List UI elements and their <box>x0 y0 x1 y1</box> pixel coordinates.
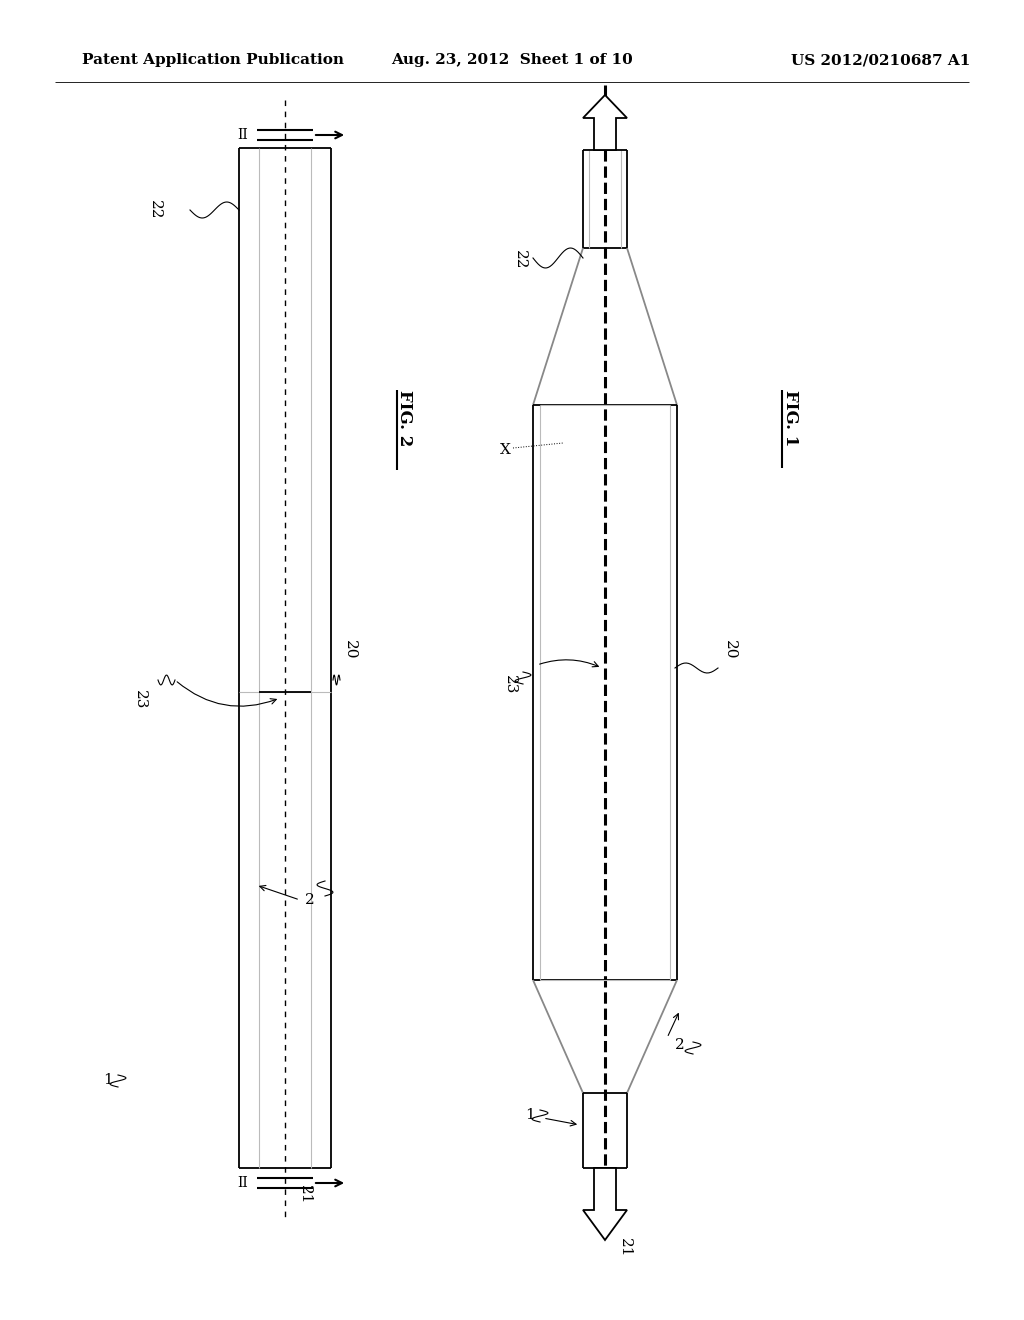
Polygon shape <box>583 1168 627 1239</box>
Text: X: X <box>500 444 510 457</box>
Text: US 2012/0210687 A1: US 2012/0210687 A1 <box>791 53 970 67</box>
Text: 1: 1 <box>525 1107 535 1122</box>
Text: Aug. 23, 2012  Sheet 1 of 10: Aug. 23, 2012 Sheet 1 of 10 <box>391 53 633 67</box>
Text: II: II <box>238 128 249 143</box>
Text: 22: 22 <box>513 251 527 269</box>
Text: 22: 22 <box>148 201 162 219</box>
Text: FIG. 2: FIG. 2 <box>396 389 414 446</box>
Text: 21: 21 <box>298 1185 312 1205</box>
Text: 2: 2 <box>675 1038 685 1052</box>
Text: 23: 23 <box>503 676 517 694</box>
Text: 20: 20 <box>343 640 357 660</box>
Polygon shape <box>583 95 627 150</box>
Text: 21: 21 <box>618 1238 632 1258</box>
Text: Patent Application Publication: Patent Application Publication <box>82 53 344 67</box>
Text: II: II <box>238 1176 249 1191</box>
Text: 2: 2 <box>305 894 314 907</box>
Text: 1: 1 <box>103 1073 113 1086</box>
Text: 20: 20 <box>723 640 737 660</box>
Text: FIG. 1: FIG. 1 <box>781 389 799 446</box>
Text: 23: 23 <box>133 690 147 710</box>
